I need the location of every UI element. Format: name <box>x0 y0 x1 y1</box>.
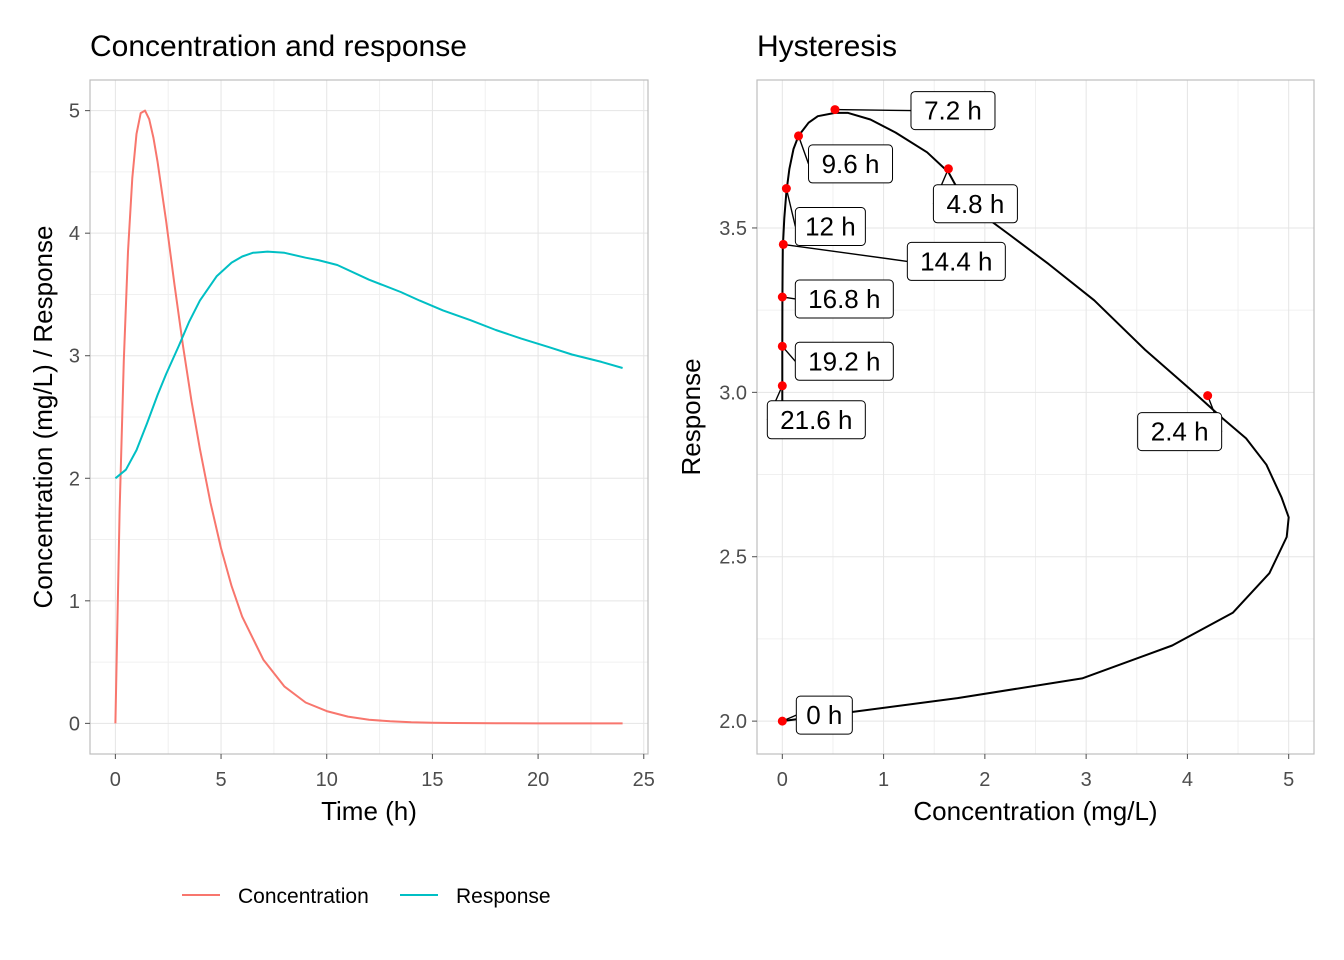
data-point <box>777 716 787 726</box>
label-box <box>794 279 894 319</box>
label-leader-line <box>797 135 810 165</box>
label-box <box>910 91 996 131</box>
chart-title: Hysteresis <box>757 30 897 63</box>
y-tick-label: 2.5 <box>719 547 747 569</box>
x-tick-label: 4 <box>1182 769 1193 791</box>
label-box <box>766 400 866 440</box>
x-tick-label: 2 <box>979 769 990 791</box>
y-tick-label: 1 <box>69 591 80 613</box>
y-tick-label: 3.5 <box>719 218 747 240</box>
y-tick-label: 3 <box>69 346 80 368</box>
data-point <box>777 381 787 391</box>
data-point <box>1203 391 1213 401</box>
panel-2: 0 1 2 3 4 5 2.0 2.5 3.0 3.5 Hysteresis Concentratio… <box>676 30 1315 826</box>
label-box <box>794 341 894 381</box>
x-tick-label: 20 <box>527 769 549 791</box>
panel-border <box>756 79 1315 755</box>
data-point <box>778 239 788 249</box>
point-label: 4.8 h <box>946 189 1004 219</box>
x-tick-label: 5 <box>215 769 226 791</box>
data-point <box>794 131 804 141</box>
label-leader-line <box>785 188 797 227</box>
x-tick-label: 25 <box>633 769 655 791</box>
label-box <box>906 241 1006 281</box>
series-line-trajectory <box>781 111 1290 723</box>
x-tick-label: 1 <box>878 769 889 791</box>
legend: Concentration Response <box>182 885 551 908</box>
y-tick-label: 2 <box>69 468 80 490</box>
panel-1: 0 5 10 15 20 25 0 1 2 3 4 5 Concentration and respon… <box>28 30 655 826</box>
point-label: 2.4 h <box>1151 417 1209 447</box>
y-tick-label: 3.0 <box>719 382 747 404</box>
label-leader-line <box>834 108 911 112</box>
label-box <box>1137 412 1223 452</box>
x-axis-label: Concentration (mg/L) <box>913 796 1157 826</box>
panel-border <box>89 79 649 755</box>
point-label: 7.2 h <box>924 96 982 126</box>
label-leader-line <box>783 243 908 263</box>
point-label: 16.8 h <box>808 284 880 314</box>
y-tick-label: 5 <box>69 101 80 123</box>
point-label: 21.6 h <box>780 405 852 435</box>
series-line-response <box>114 250 623 480</box>
data-point <box>777 341 787 351</box>
point-label: 9.6 h <box>822 149 880 179</box>
point-label: 14.4 h <box>920 246 992 276</box>
x-tick-label: 0 <box>110 769 121 791</box>
legend-label-concentration: Concentration <box>238 885 369 908</box>
data-point <box>830 105 840 115</box>
point-label: 12 h <box>805 211 856 241</box>
y-axis-label: Concentration (mg/L) / Response <box>28 226 58 609</box>
data-point <box>781 183 791 193</box>
y-tick-label: 2.0 <box>719 711 747 733</box>
y-tick-label: 4 <box>69 223 80 245</box>
data-point <box>777 292 787 302</box>
x-tick-label: 10 <box>316 769 338 791</box>
label-box <box>794 206 866 246</box>
x-tick-label: 3 <box>1081 769 1092 791</box>
data-point <box>943 164 953 174</box>
label-box <box>932 184 1018 224</box>
x-tick-label: 5 <box>1283 769 1294 791</box>
y-tick-label: 0 <box>69 713 80 735</box>
x-tick-label: 0 <box>777 769 788 791</box>
x-tick-label: 15 <box>421 769 443 791</box>
point-label: 0 h <box>806 700 842 730</box>
label-box <box>795 695 853 735</box>
legend-label-response: Response <box>456 885 551 908</box>
series-line-concentration <box>114 109 623 725</box>
y-axis-label: Response <box>676 358 706 475</box>
x-axis-label: Time (h) <box>321 796 417 826</box>
chart-title: Concentration and response <box>90 30 467 63</box>
point-label: 19.2 h <box>808 346 880 376</box>
label-box <box>808 144 894 184</box>
